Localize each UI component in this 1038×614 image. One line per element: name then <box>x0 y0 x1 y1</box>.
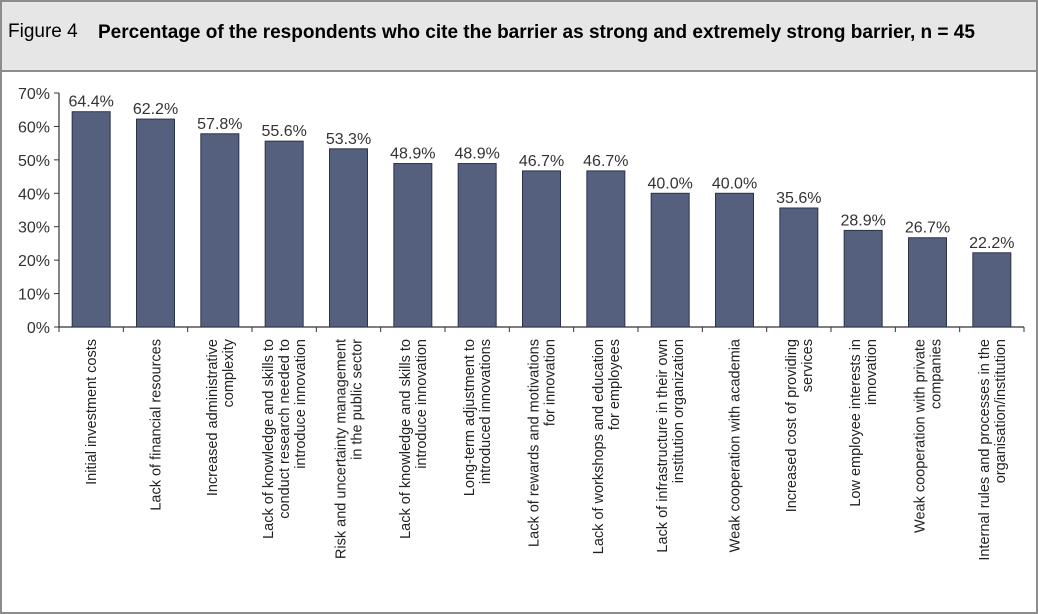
bar <box>264 140 304 328</box>
category-label: Risk and uncertainty managementin the pu… <box>334 339 366 559</box>
bar <box>908 237 947 328</box>
category-label: Internal rules and processes in theorgan… <box>977 339 1009 561</box>
data-label: 48.9% <box>454 146 499 163</box>
category-label: Initial investment costs <box>84 339 100 485</box>
bar <box>136 118 175 328</box>
data-label: 35.6% <box>776 190 821 207</box>
category-label: Increased cost of providingservices <box>784 339 816 512</box>
figure-caption: Figure 4 Percentage of the respondents w… <box>2 2 1036 72</box>
data-label: 28.9% <box>840 212 885 229</box>
bar <box>200 133 240 328</box>
bar <box>650 192 690 328</box>
data-label: 53.3% <box>326 131 371 148</box>
data-label: 40.0% <box>647 175 692 192</box>
category-label: Increased administrativecomplexity <box>205 338 237 496</box>
bar <box>457 163 497 328</box>
data-label: 55.6% <box>261 123 306 140</box>
figure-label: Figure 4 <box>8 21 78 42</box>
y-tick-label: 0% <box>27 320 50 337</box>
bar <box>71 111 111 328</box>
category-label: Lack of infrastructure in their owninsti… <box>655 339 687 553</box>
figure-title: Percentage of the respondents who cite t… <box>98 22 975 43</box>
y-tick-label: 70% <box>18 86 50 103</box>
category-label: Lack of financial resources <box>149 339 165 511</box>
bar <box>522 170 561 328</box>
bar <box>586 170 626 328</box>
y-tick-label: 30% <box>18 220 50 237</box>
category-label: Weak cooperation with privatecompanies <box>913 339 945 533</box>
bar <box>329 148 368 328</box>
y-tick-label: 10% <box>18 287 50 304</box>
bar <box>715 192 754 328</box>
data-label: 57.8% <box>197 116 242 133</box>
bar <box>843 229 883 328</box>
category-label: Long-term adjustment tointroduced innova… <box>462 339 494 496</box>
bar <box>972 252 1012 328</box>
category-label: Lack of workshops and educationfor emplo… <box>591 339 623 554</box>
category-label: Lack of knowledge and skills toconduct r… <box>261 339 309 539</box>
y-tick-label: 50% <box>18 153 50 170</box>
data-label: 22.2% <box>969 235 1014 252</box>
bar <box>393 163 433 328</box>
y-tick-label: 60% <box>18 119 50 136</box>
data-label: 48.9% <box>390 146 435 163</box>
data-label: 40.0% <box>712 175 757 192</box>
category-label: Lack of knowledge and skills tointroduce… <box>398 339 430 539</box>
category-label: Low employee interests ininnovation <box>848 339 880 507</box>
category-label: Lack of rewards and motivationsfor innov… <box>527 339 559 547</box>
y-tick-label: 20% <box>18 253 50 270</box>
bar <box>779 207 819 328</box>
data-label: 46.7% <box>519 153 564 170</box>
data-label: 64.4% <box>68 94 113 111</box>
category-label: Weak cooperation with academia <box>728 338 744 552</box>
data-label: 46.7% <box>583 153 628 170</box>
data-label: 62.2% <box>133 101 178 118</box>
y-tick-label: 40% <box>18 186 50 203</box>
data-label: 26.7% <box>905 220 950 237</box>
